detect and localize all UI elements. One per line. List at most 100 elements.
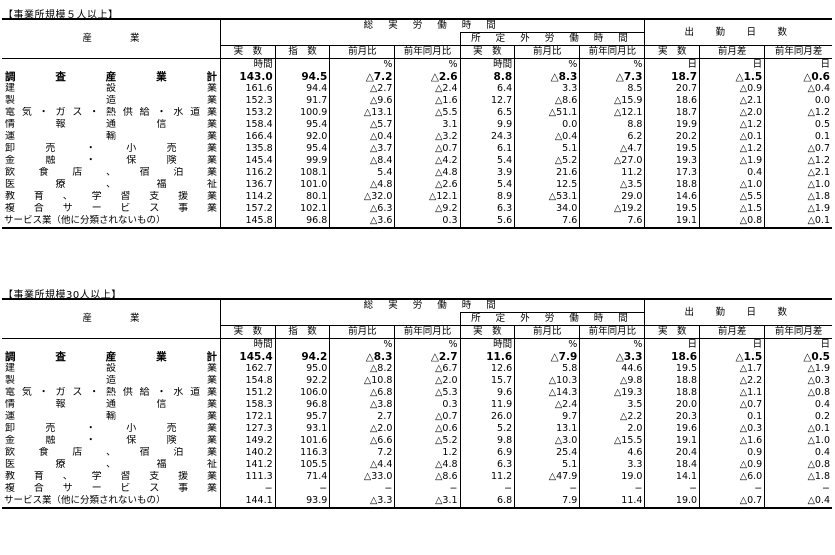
unit-label: 時間 [459, 338, 515, 351]
value-cell: 19.3 [644, 155, 700, 167]
value-cell: △2.6 [394, 179, 461, 191]
value-cell: 7.6 [514, 215, 580, 229]
value-cell: 20.7 [644, 83, 700, 95]
value-cell: 8.8 [579, 119, 646, 131]
value-cell: 19.0 [579, 471, 646, 483]
value-cell: △3.6 [329, 215, 395, 229]
column-header: 実 数 [459, 45, 515, 59]
value-cell: △27.0 [579, 155, 646, 167]
value-cell: △2.2 [699, 375, 765, 387]
table-row: 電気・ガス・熱供給・水道業 153.2 100.9 △13.1 △5.5 6.5 △51.1… [2, 107, 832, 119]
value-cell: △15.9 [579, 95, 646, 107]
value-cell: 12.7 [459, 95, 515, 107]
table-row: 電気・ガス・熱供給・水道業 151.2 106.0 △6.8 △5.3 9.6 △14.3 △… [2, 387, 832, 399]
value-cell: 151.2 [220, 387, 276, 399]
total-hours-header: 総 実 労 働 時 間 [220, 298, 646, 313]
unit-label: 日 [699, 338, 765, 351]
column-header: 実 数 [220, 325, 276, 339]
value-cell: 18.6 [644, 95, 700, 107]
value-cell: 145.4 [220, 155, 276, 167]
value-cell: 9.7 [514, 411, 580, 423]
value-cell: 19.5 [644, 143, 700, 155]
value-cell: 18.8 [644, 375, 700, 387]
value-cell: 5.4 [459, 155, 515, 167]
value-cell: △10.3 [514, 375, 580, 387]
value-cell: 11.6 [459, 351, 515, 363]
value-cell: 29.0 [579, 191, 646, 203]
column-header: 実 数 [644, 45, 700, 59]
table-row: サービス業（他に分類されないもの） 145.8 96.8 △3.6 0.3 5.6 7.6 7… [2, 215, 832, 229]
value-cell: △2.4 [514, 399, 580, 411]
value-cell: 14.6 [644, 191, 700, 203]
value-cell: 105.5 [274, 459, 330, 471]
value-cell: △1.0 [764, 435, 832, 447]
table-row: 卸売・小売業 135.8 95.4 △3.7 △0.7 6.1 5.1 △4.7 19.5 △1.… [2, 143, 832, 155]
value-cell: △0.1 [764, 215, 832, 229]
value-cell: 3.3 [579, 459, 646, 471]
value-cell: △2.7 [394, 351, 461, 363]
value-cell: △7.9 [514, 351, 580, 363]
value-cell: 116.2 [220, 167, 276, 179]
value-cell: △0.7 [699, 399, 765, 411]
value-cell: △51.1 [514, 107, 580, 119]
table-row: 教育、学習支援業 114.2 80.1 △32.0 △12.1 8.9 △53.1 29.0 1… [2, 191, 832, 203]
value-cell: △12.1 [394, 191, 461, 203]
value-cell: △0.4 [764, 83, 832, 95]
unit-label [274, 58, 330, 71]
table-row: 金融・保険業 149.2 101.6 △6.6 △5.2 9.8 △3.0 △15.5 19.1… [2, 435, 832, 447]
value-cell: 18.7 [644, 107, 700, 119]
value-cell: 5.2 [459, 423, 515, 435]
value-cell: 19.9 [644, 119, 700, 131]
unit-label: % [394, 58, 461, 71]
column-header: 前月差 [699, 325, 765, 339]
table-row: 情報通信業 158.4 95.4 △5.7 3.1 9.9 0.0 8.8 19.9 △1.2 0.… [2, 119, 832, 131]
value-cell: 18.6 [644, 351, 700, 363]
value-cell: △1.1 [699, 387, 765, 399]
table-row: 卸売・小売業 127.3 93.1 △2.0 △0.6 5.2 13.1 2.0 19.6 △0.… [2, 423, 832, 435]
value-cell: 100.9 [274, 107, 330, 119]
value-cell: △0.9 [699, 83, 765, 95]
column-header: 前月比 [514, 45, 580, 59]
unit-label: % [579, 338, 646, 351]
value-cell: △2.0 [394, 375, 461, 387]
table-row: 複合サービス事業 157.2 102.1 △6.3 △9.2 6.3 34.0 △19.2 19… [2, 203, 832, 215]
value-cell: 162.7 [220, 363, 276, 375]
value-cell: 1.2 [394, 447, 461, 459]
value-cell: 12.6 [459, 363, 515, 375]
unit-label: 時間 [459, 58, 515, 71]
value-cell: △0.1 [699, 131, 765, 143]
total-row: 調査産業計 145.4 94.2 △8.3 △2.7 11.6 △7.9 △3.3 18.6 △1… [2, 351, 832, 363]
total-row: 調査産業計 143.0 94.5 △7.2 △2.6 8.8 △8.3 △7.3 18.7 △1.… [2, 71, 832, 83]
value-cell: △2.6 [394, 71, 461, 83]
value-cell: △4.8 [394, 459, 461, 471]
value-cell: − [274, 483, 330, 495]
value-cell: △6.7 [394, 363, 461, 375]
value-cell: △5.2 [394, 435, 461, 447]
value-cell: 95.4 [274, 143, 330, 155]
value-cell: △3.7 [329, 143, 395, 155]
value-cell: △4.4 [329, 459, 395, 471]
industry-name: 電気・ガス・熱供給・水道業 [2, 107, 222, 119]
value-cell: △3.3 [579, 351, 646, 363]
value-cell: △7.3 [579, 71, 646, 83]
value-cell: 0.3 [394, 399, 461, 411]
value-cell: 95.7 [274, 411, 330, 423]
table-row: サービス業（他に分類されないもの） 144.1 93.9 △3.3 △3.1 6.8 7.9… [2, 495, 832, 509]
value-cell: 19.5 [644, 363, 700, 375]
unit-label [274, 338, 330, 351]
value-cell: 0.1 [764, 131, 832, 143]
value-cell: △0.8 [699, 215, 765, 229]
value-cell: △5.5 [394, 107, 461, 119]
value-cell: 0.9 [699, 447, 765, 459]
value-cell: 5.1 [514, 143, 580, 155]
industry-name: 運輸業 [2, 411, 222, 423]
value-cell: 6.8 [459, 495, 515, 509]
unit-label: 時間 [220, 338, 276, 351]
column-header: 前年同月比 [579, 325, 646, 339]
value-cell: 91.7 [274, 95, 330, 107]
value-cell: 99.9 [274, 155, 330, 167]
value-cell: − [699, 483, 765, 495]
value-cell: 0.4 [699, 167, 765, 179]
value-cell: − [764, 483, 832, 495]
column-header: 前年同月比 [394, 325, 461, 339]
